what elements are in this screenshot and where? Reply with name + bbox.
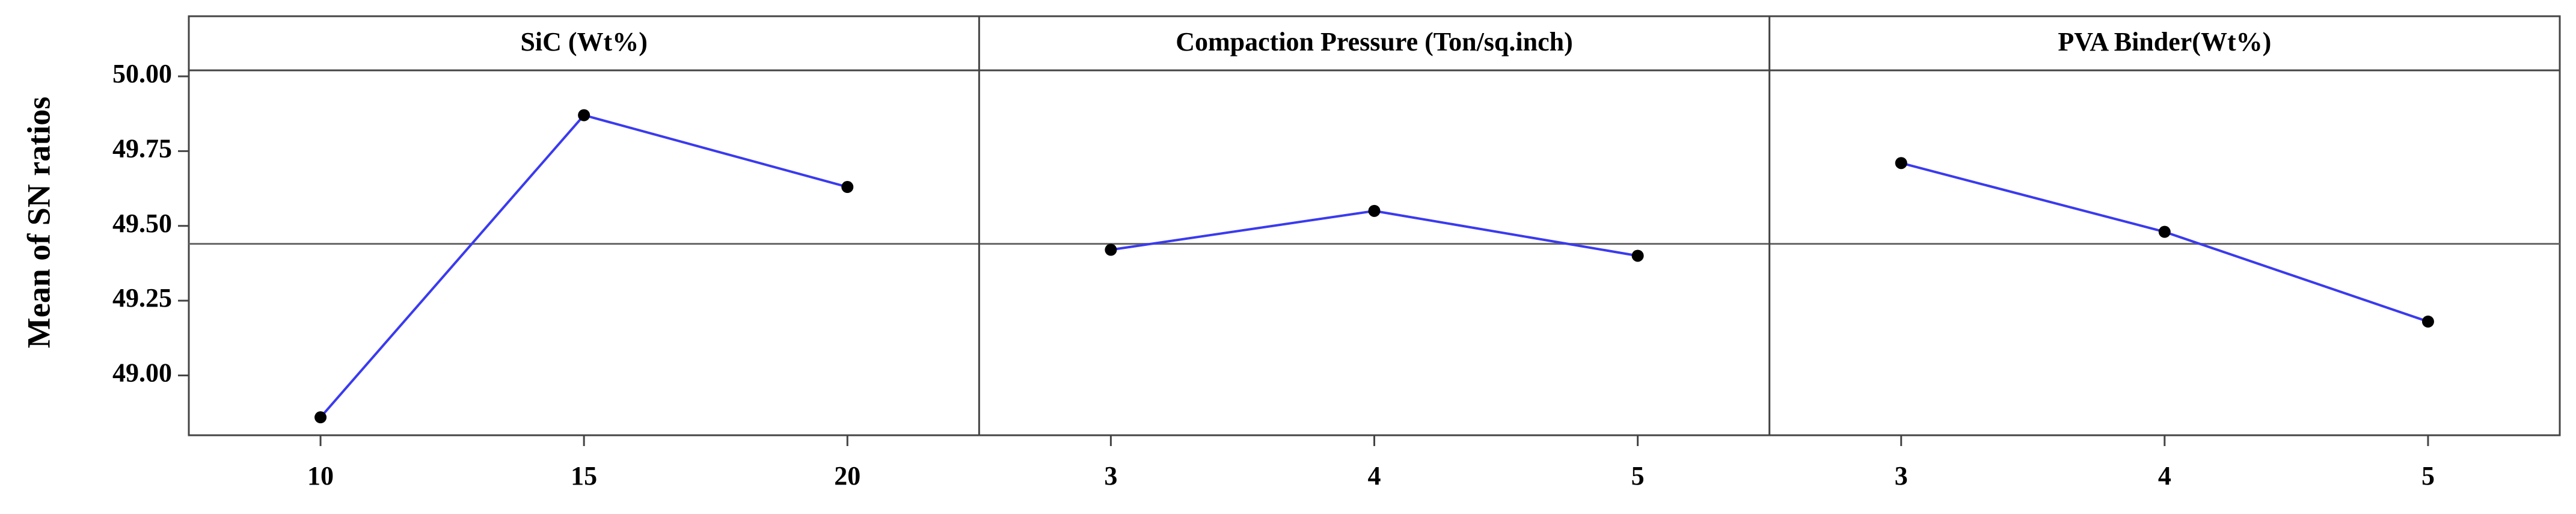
x-tick-label: 10 [307, 461, 334, 491]
y-tick-label: 49.50 [112, 209, 172, 238]
x-tick-label: 15 [571, 461, 597, 491]
data-point [1631, 249, 1644, 262]
y-axis-label: Mean of SN ratios [20, 97, 57, 348]
panel-title: SiC (Wt%) [520, 27, 647, 57]
plot-frame [188, 15, 2561, 436]
y-tick-label: 49.25 [112, 283, 172, 313]
y-tick-label: 49.75 [112, 133, 172, 163]
y-tick-label: 49.00 [112, 358, 172, 388]
series-line [319, 114, 848, 418]
data-point [314, 411, 327, 424]
x-tick-label: 3 [1104, 461, 1117, 491]
data-point [578, 109, 590, 121]
data-point [2158, 225, 2171, 238]
x-tick-label: 5 [2421, 461, 2435, 491]
data-point [1895, 157, 1907, 170]
series-line [1111, 209, 1638, 257]
x-tick-label: 5 [1631, 461, 1645, 491]
x-tick-label: 20 [834, 461, 860, 491]
data-point [841, 181, 854, 194]
panel-title: Compaction Pressure (Ton/sq.inch) [1176, 27, 1573, 57]
x-tick-label: 4 [1368, 461, 1381, 491]
panel-title: PVA Binder(Wt%) [2058, 27, 2271, 57]
x-tick-label: 4 [2158, 461, 2171, 491]
data-point [1368, 204, 1381, 217]
data-point [2421, 315, 2434, 328]
data-point [1105, 243, 1117, 256]
series-line [1901, 162, 2429, 323]
x-tick-label: 3 [1895, 461, 1908, 491]
y-tick-label: 50.00 [112, 59, 172, 88]
